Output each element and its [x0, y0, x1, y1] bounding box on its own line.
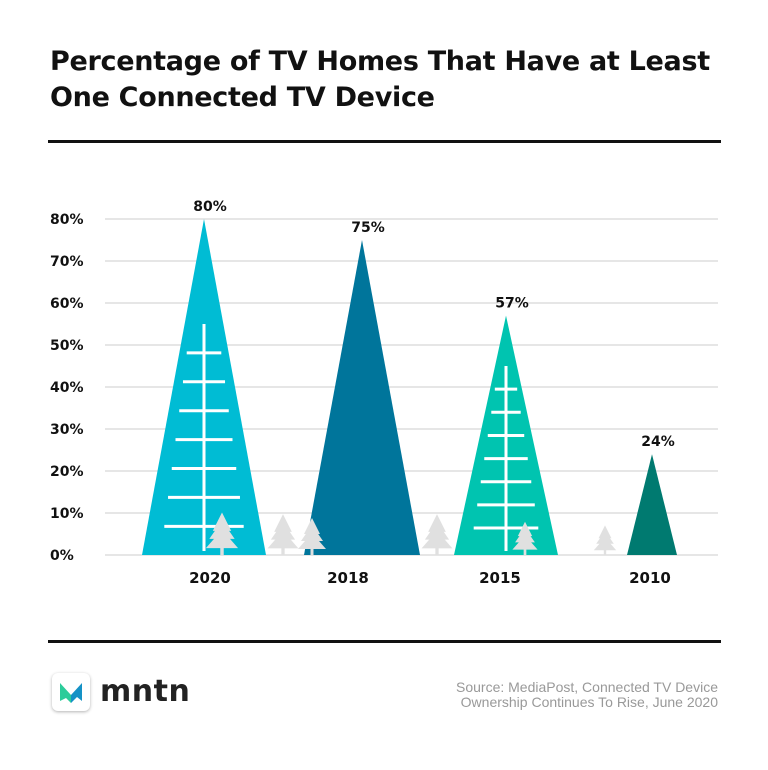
brand-name: mntn: [100, 674, 191, 709]
data-label: 80%: [193, 199, 227, 215]
bar-2018: [304, 240, 420, 555]
y-tick-label: 80%: [50, 212, 84, 228]
x-tick-label: 2018: [327, 569, 369, 587]
top-divider: [48, 140, 721, 143]
source-line-2: Ownership Continues To Rise, June 2020: [460, 694, 718, 710]
x-tick-label: 2010: [629, 569, 671, 587]
y-tick-label: 60%: [50, 296, 84, 312]
tree-trunk: [435, 546, 439, 555]
bottom-divider: [48, 640, 721, 643]
tree-icon: [517, 521, 533, 537]
tree-icon: [274, 514, 292, 532]
tree-trunk: [310, 547, 314, 555]
data-label: 57%: [495, 296, 529, 312]
data-label: 24%: [641, 434, 675, 450]
source-line-1: Source: MediaPost, Connected TV Device: [456, 679, 718, 695]
x-tick-label: 2020: [189, 569, 231, 587]
mntn-logo: [52, 673, 90, 711]
mntn-logo-icon: [60, 683, 82, 703]
y-tick-label: 0%: [50, 548, 74, 564]
y-tick-label: 50%: [50, 338, 84, 354]
chart: 0% 10% 20% 30% 40% 50% 60% 70% 80% 80% 2020 75% 2018…: [50, 199, 718, 587]
tree-trunk: [281, 546, 285, 555]
y-tick-label: 30%: [50, 422, 84, 438]
chart-title: Percentage of TV Homes That Have at Leas…: [50, 46, 710, 113]
y-tick-label: 20%: [50, 464, 84, 480]
tree-trunk: [603, 548, 607, 555]
source-note: Source: MediaPost, Connected TV Device O…: [456, 680, 718, 710]
tree-trunk: [523, 547, 527, 555]
tree-trunk: [220, 545, 224, 555]
tree-icon: [304, 518, 320, 534]
tree-icon: [598, 525, 612, 539]
x-tick-label: 2015: [479, 569, 521, 587]
bar-2010: [627, 454, 677, 555]
tree-icon: [212, 512, 232, 531]
tree-icon: [428, 514, 446, 532]
y-tick-label: 40%: [50, 380, 84, 396]
y-tick-label: 70%: [50, 254, 84, 270]
data-label: 75%: [351, 220, 385, 236]
y-tick-label: 10%: [50, 506, 84, 522]
tree-icon: [593, 537, 617, 551]
